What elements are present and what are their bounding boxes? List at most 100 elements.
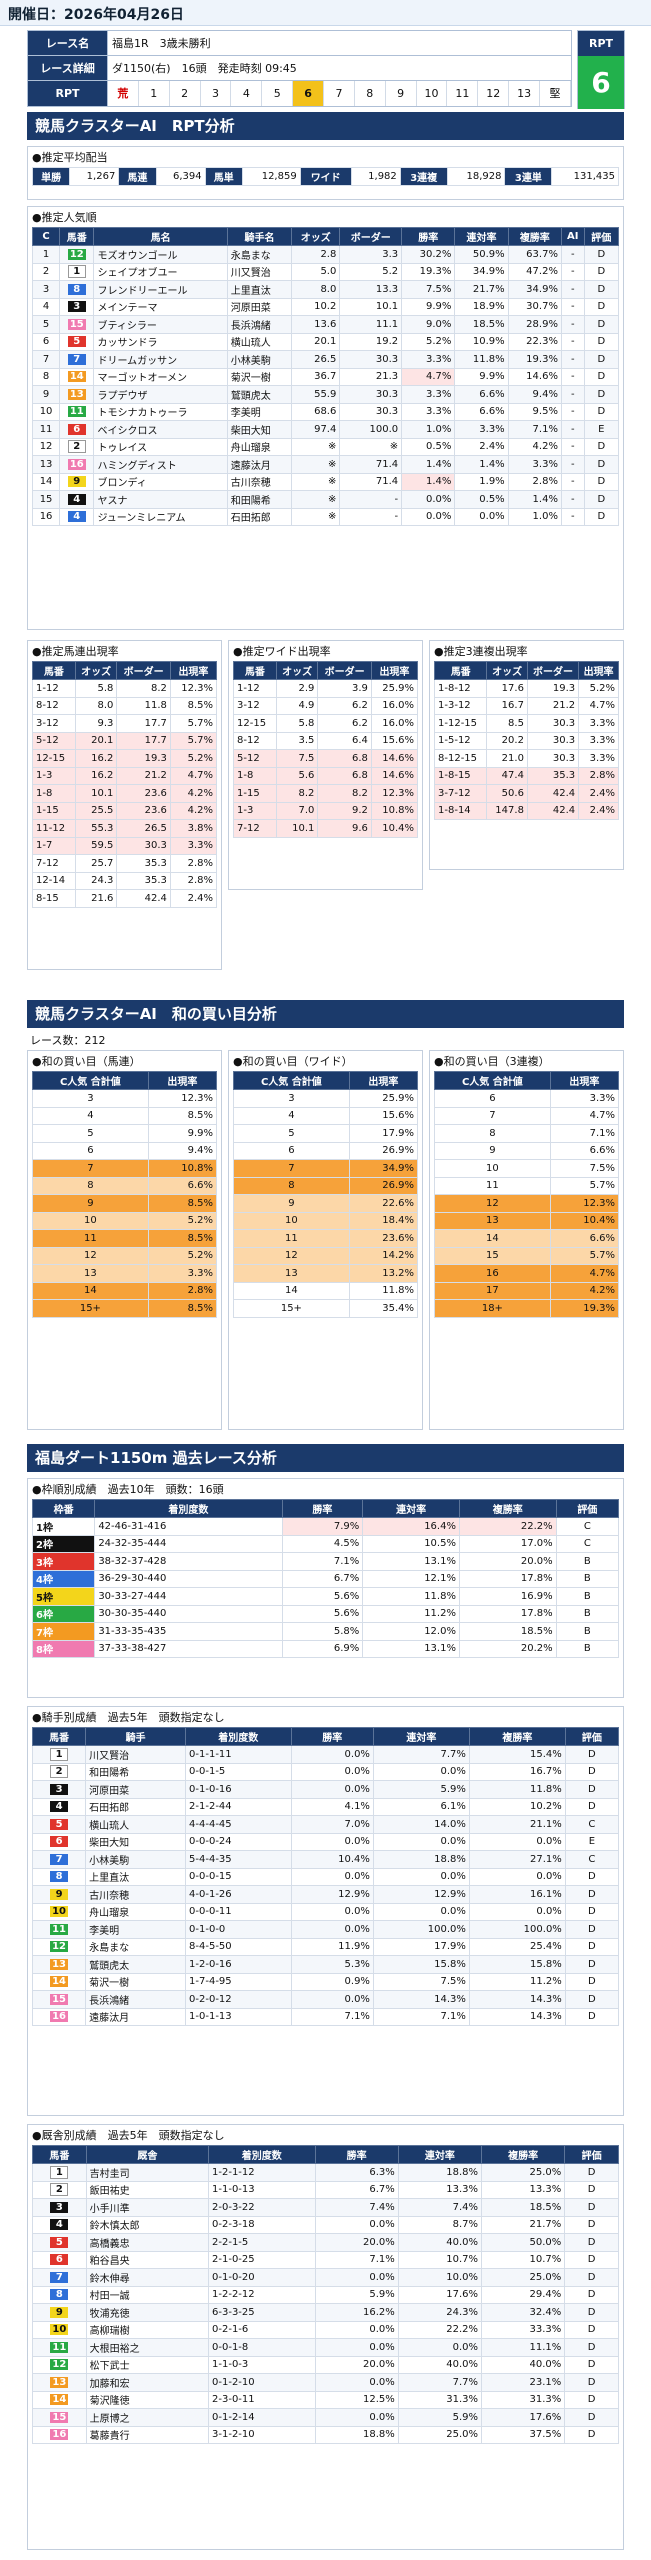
- waku-header-cell: 連対率: [362, 1499, 460, 1518]
- wa-wide-row: 12 14.2%: [233, 1246, 419, 1265]
- jockey-cell: 16.1%: [468, 1885, 566, 1904]
- rpt-scale-cell: 12: [478, 81, 510, 106]
- wa-trio-cell: 15: [434, 1246, 551, 1265]
- waku-badge: 16: [50, 2011, 69, 2023]
- waku-cell: 13.1%: [362, 1639, 460, 1658]
- jockey-cell: 0-1-0-0: [185, 1920, 292, 1939]
- payout-type: 3連複: [399, 167, 448, 186]
- waku-cell: 12.1%: [362, 1569, 460, 1588]
- wa-umaren-row: 15+ 8.5%: [32, 1299, 218, 1318]
- horse-number: 5: [31, 1815, 87, 1834]
- jockey-cell: 27.1%: [468, 1850, 566, 1869]
- waku-cell: 37-33-38-427: [94, 1639, 283, 1658]
- umaren-row: 1-7 59.5 30.3 3.3%: [32, 836, 218, 855]
- trio-cell: 20.2: [486, 731, 528, 750]
- jockey-cell: 0.0%: [290, 1867, 374, 1886]
- wa-umaren-cell: 8.5%: [147, 1299, 218, 1318]
- jockey-cell: D: [564, 1797, 620, 1816]
- wide-row: 8-12 3.5 6.4 15.6%: [233, 731, 419, 750]
- waku-badge: 12: [67, 248, 86, 260]
- horse-number: 7: [32, 2268, 87, 2287]
- popularity-cell: ヤスナ: [93, 490, 228, 509]
- waku-badge: 7: [50, 2271, 69, 2283]
- jockey-cell: 0.0%: [372, 1832, 470, 1851]
- wa-umaren-cell: 3.3%: [147, 1264, 218, 1283]
- horse-number: 16: [32, 2425, 87, 2444]
- horse-number: 16: [59, 455, 95, 474]
- jockey-header-cell: 着別度数: [185, 1727, 292, 1746]
- trainer-cell: D: [564, 2163, 619, 2182]
- jockey-cell: 0-0-0-15: [185, 1867, 292, 1886]
- wa-wide-cell: 4: [233, 1106, 350, 1125]
- wa-wide-cell: 26.9%: [348, 1176, 419, 1195]
- trainer-cell: 0-1-2-10: [208, 2373, 316, 2392]
- trainer-cell: 40.0%: [481, 2355, 566, 2374]
- popularity-cell: 19.2: [339, 332, 403, 351]
- jockey-cell: D: [564, 1955, 620, 1974]
- wide-cell: 4.9: [275, 696, 319, 715]
- popularity-row: 8 14 マーゴットオーメン 菊沢一樹 36.7 21.3 4.7% 9.9% 14.6% - D: [31, 367, 620, 386]
- popularity-row: 10 11 トモシナカトゥーラ 李美明 68.6 30.3 3.3% 6.6% 9.5% - D: [31, 402, 620, 421]
- trainer-header-cell: 評価: [564, 2145, 619, 2164]
- trainer-row: 12 松下武士 1-1-0-3 20.0% 40.0% 40.0% D: [32, 2355, 619, 2374]
- popularity-cell: 18.5%: [454, 315, 509, 334]
- waku-cell: B: [555, 1569, 620, 1588]
- popularity-cell: 9.5%: [507, 402, 562, 421]
- umaren-row: 8-15 21.6 42.4 2.4%: [32, 889, 218, 908]
- popularity-header-cell: AI: [560, 227, 585, 246]
- waku-row: 6枠 30-30-35-440 5.6% 11.2% 17.8% B: [31, 1604, 620, 1623]
- umaren-panel: ●推定馬連出現率 馬番 オッズ ボーダー 出現率 1-12 5.8 8.2 12.3% 8-12…: [27, 640, 222, 970]
- waku-badge: 14: [67, 371, 86, 383]
- jockey-cell: 0.9%: [290, 1972, 374, 1991]
- umaren-cell: 24.3: [74, 871, 118, 890]
- jockey-cell: 0.0%: [372, 1902, 470, 1921]
- wa-umaren-cell: 7: [32, 1159, 149, 1178]
- waku-cell: 16.4%: [362, 1517, 460, 1536]
- waku-cell: 42-46-31-416: [94, 1517, 283, 1536]
- umaren-cell: 1-3: [32, 766, 76, 785]
- wa-trio-row: 7 4.7%: [434, 1106, 620, 1125]
- popularity-cell: カッサンドラ: [93, 332, 228, 351]
- rpt-scale-cell: 8: [355, 81, 386, 106]
- umaren-cell: 8.5%: [169, 696, 218, 715]
- payout-type: 3連単: [504, 167, 553, 186]
- waku-cell: 16.9%: [458, 1587, 557, 1606]
- horse-number: 11: [59, 402, 95, 421]
- trainer-cell: 0.0%: [314, 2338, 399, 2357]
- trainer-cell: D: [564, 2338, 619, 2357]
- wa-trio-row: 12 12.3%: [434, 1194, 620, 1213]
- umaren-cell: 5.7%: [169, 714, 218, 733]
- popularity-cell: 9.9%: [454, 367, 509, 386]
- wa-wide-panel: ●和の買い目（ワイド） C人気 合計値 出現率 3 25.9% 4 15.6% 5 17.9%…: [228, 1050, 423, 1430]
- wa-trio-row: 14 6.6%: [434, 1229, 620, 1248]
- wa-wide-cell: 22.6%: [348, 1194, 419, 1213]
- trainer-row: 15 上原博之 0-1-2-14 0.0% 5.9% 17.6% D: [32, 2408, 619, 2427]
- jockey-cell: D: [564, 1990, 620, 2009]
- popularity-cell: -: [560, 402, 585, 421]
- horse-number: 2: [31, 1762, 87, 1781]
- horse-number: 9: [59, 472, 95, 491]
- popularity-cell: 71.4: [339, 472, 403, 491]
- jockey-cell: 0-1-0-16: [185, 1780, 292, 1799]
- popularity-cell: ラプデウザ: [93, 385, 228, 404]
- jockey-cell: 14.3%: [468, 1990, 566, 2009]
- waku-badge: 6: [50, 1836, 69, 1848]
- trainer-cell: 50.0%: [481, 2233, 566, 2252]
- waku-badge: 15: [67, 318, 86, 330]
- wide-header-cell: ボーダー: [317, 661, 372, 680]
- wide-row: 7-12 10.1 9.6 10.4%: [233, 819, 419, 838]
- trainer-cell: 29.4%: [481, 2285, 566, 2304]
- wa-wide-row: 6 26.9%: [233, 1141, 419, 1160]
- umaren-row: 1-15 25.5 23.6 4.2%: [32, 801, 218, 820]
- popularity-cell: -: [560, 332, 585, 351]
- wa-trio-cell: 10: [434, 1159, 551, 1178]
- umaren-cell: 25.7: [74, 854, 118, 873]
- popularity-row: 4 3 メインテーマ 河原田菜 10.2 10.1 9.9% 18.9% 30.7% - D: [31, 297, 620, 316]
- payout-value: 1,267: [69, 167, 120, 186]
- horse-number: 4: [59, 507, 95, 526]
- jockey-header: 馬番 騎手 着別度数 勝率 連対率 複勝率 評価: [31, 1727, 620, 1746]
- trainer-cell: 0.0%: [314, 2215, 399, 2234]
- trainer-cell: 2-0-3-22: [208, 2198, 316, 2217]
- trainer-row: 5 高橋義忠 2-2-1-5 20.0% 40.0% 50.0% D: [32, 2233, 619, 2252]
- wa-umaren-cell: 13: [32, 1264, 149, 1283]
